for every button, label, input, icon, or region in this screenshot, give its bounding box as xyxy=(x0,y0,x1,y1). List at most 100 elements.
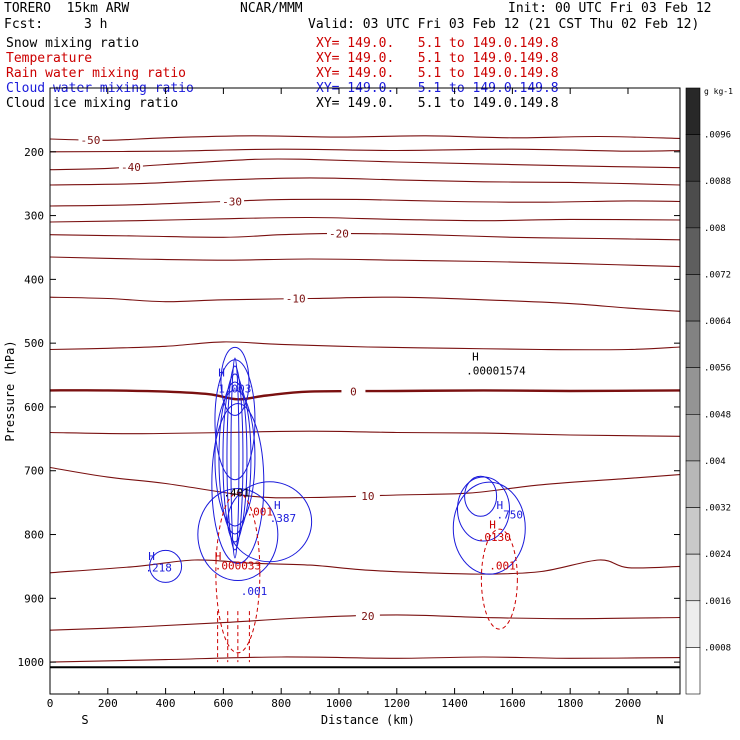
rain-water-label: .001 xyxy=(489,560,516,573)
y-tick-label: 200 xyxy=(24,146,44,159)
colorbar-tick-label: .0008 xyxy=(704,643,731,653)
cloud-water-label: .750 xyxy=(496,509,523,522)
colorbar-swatch xyxy=(685,460,701,508)
field-temperature: Temperature xyxy=(6,51,93,66)
y-tick-label: 400 xyxy=(24,273,44,286)
cloud-water-contour xyxy=(456,476,510,542)
x-tick-label: 1800 xyxy=(557,697,584,710)
snow-max-label: .001 xyxy=(241,585,268,598)
colorbar-tick-label: .0056 xyxy=(704,364,731,374)
colorbar-swatch xyxy=(685,227,701,275)
temperature-contour-label: -10 xyxy=(286,293,306,306)
x-tick-label: 1200 xyxy=(384,697,411,710)
colorbar-swatch xyxy=(685,180,701,229)
temperature-contour xyxy=(50,158,680,171)
forecast-value: 3 h xyxy=(84,17,108,32)
colorbar-swatch xyxy=(685,553,701,602)
cloud-water-contour xyxy=(452,481,526,575)
x-tick-label: 600 xyxy=(213,697,233,710)
cloud-water-max-marker: H xyxy=(496,499,503,512)
field-rain-xy: XY= 149.0. 5.1 to 149.0.149.8 xyxy=(316,66,559,81)
snow-max-label: .000033 xyxy=(215,560,261,573)
rain-water-label: .001 xyxy=(247,505,274,518)
rain-water-max-label: .0130 xyxy=(478,531,511,544)
temperature-contour xyxy=(50,177,680,186)
x-tick-label: 200 xyxy=(98,697,118,710)
colorbar-tick-label: .0016 xyxy=(704,597,731,607)
x-tick-label: 400 xyxy=(156,697,176,710)
y-tick-label: 1000 xyxy=(18,656,45,669)
plot-frame xyxy=(49,87,681,695)
temperature-contour xyxy=(50,430,680,437)
cloud-water-label: .218 xyxy=(145,562,172,575)
cloud-water-contour xyxy=(214,359,256,481)
temperature-contour-label: 0 xyxy=(350,385,357,398)
field-rain: Rain water mixing ratio xyxy=(6,66,187,81)
rain-water-contour xyxy=(215,492,261,654)
temperature-contour xyxy=(50,656,680,663)
cloud-water-contour xyxy=(220,346,250,416)
north-label: N xyxy=(656,713,663,727)
temperature-contour xyxy=(50,389,680,401)
cloud-water-max-marker: H xyxy=(148,550,155,563)
x-tick-label: 2000 xyxy=(615,697,642,710)
temperature-contour-label: -40 xyxy=(121,161,141,174)
field-cloud-ice-xy: XY= 149.0. 5.1 to 149.0.149.8 xyxy=(316,96,559,111)
colorbar-tick-label: .0048 xyxy=(704,410,731,420)
temperature-contour-label: 10 xyxy=(361,490,374,503)
cloud-water-contour xyxy=(218,381,252,535)
y-tick-label: 900 xyxy=(24,592,44,605)
cloud-water-contour xyxy=(464,475,498,517)
temperature-contour xyxy=(50,216,680,223)
field-temperature-xy: XY= 149.0. 5.1 to 149.0.149.8 xyxy=(316,51,559,66)
colorbar-swatch xyxy=(685,320,701,368)
cloud-water-max-marker: H xyxy=(274,499,281,512)
init-time: Init: 00 UTC Fri 03 Feb 12 xyxy=(508,1,712,16)
cloud-water-contour xyxy=(230,357,240,559)
field-snow-xy: XY= 149.0. 5.1 to 149.0.149.8 xyxy=(316,36,559,51)
cloud-ice-max-label: 1.003 xyxy=(218,383,251,396)
temperature-contour xyxy=(50,296,680,312)
field-max-label: .00001574 xyxy=(466,365,526,378)
colorbar-tick-label: .0072 xyxy=(704,270,731,280)
y-tick-label: 700 xyxy=(24,465,44,478)
colorbar-tick-label: .0064 xyxy=(704,317,731,327)
colorbar-swatch xyxy=(685,414,701,462)
cloud-water-contour xyxy=(222,373,248,543)
x-tick-label: 1000 xyxy=(326,697,353,710)
colorbar-units: g kg-1 xyxy=(704,87,733,96)
temperature-contour-label: -20 xyxy=(329,227,349,240)
valid-time: Valid: 03 UTC Fri 03 Feb 12 (21 CST Thu … xyxy=(308,17,700,32)
temperature-contour xyxy=(50,148,680,153)
snow-max-marker: H xyxy=(215,550,222,563)
temperature-contour xyxy=(50,256,680,268)
temperature-contour xyxy=(50,135,680,141)
model-title: TORERO 15km ARW xyxy=(4,1,130,16)
x-tick-label: 0 xyxy=(47,697,54,710)
x-tick-label: 1600 xyxy=(499,697,526,710)
cloud-water-contour xyxy=(149,549,183,583)
temperature-contour-label: -30 xyxy=(222,195,242,208)
colorbar-swatch xyxy=(685,647,701,695)
field-cloud-ice: Cloud ice mixing ratio xyxy=(6,96,179,111)
temperature-contour xyxy=(50,559,680,575)
center-title: NCAR/MMM xyxy=(240,1,303,16)
y-tick-label: 500 xyxy=(24,337,44,350)
x-tick-label: 800 xyxy=(271,697,291,710)
temperature-contour xyxy=(50,341,680,351)
colorbar-tick-label: .0088 xyxy=(704,177,731,187)
cloud-water-label: .401 xyxy=(223,486,250,499)
cloud-water-contour xyxy=(197,488,279,582)
rain-water-max-marker: H xyxy=(489,519,496,532)
temperature-contour-label: -50 xyxy=(81,134,101,147)
cloud-ice-max-marker: H xyxy=(218,367,225,380)
forecast-label: Fcst: xyxy=(4,17,44,32)
south-label: S xyxy=(81,713,88,727)
field-max-marker: H xyxy=(472,351,479,364)
colorbar-tick-label: .0032 xyxy=(704,504,731,514)
colorbar-swatch xyxy=(685,507,701,555)
cloud-water-label: .387 xyxy=(270,512,297,525)
y-axis-label: Pressure (hPa) xyxy=(3,340,17,441)
colorbar-tick-label: .0024 xyxy=(704,550,731,560)
